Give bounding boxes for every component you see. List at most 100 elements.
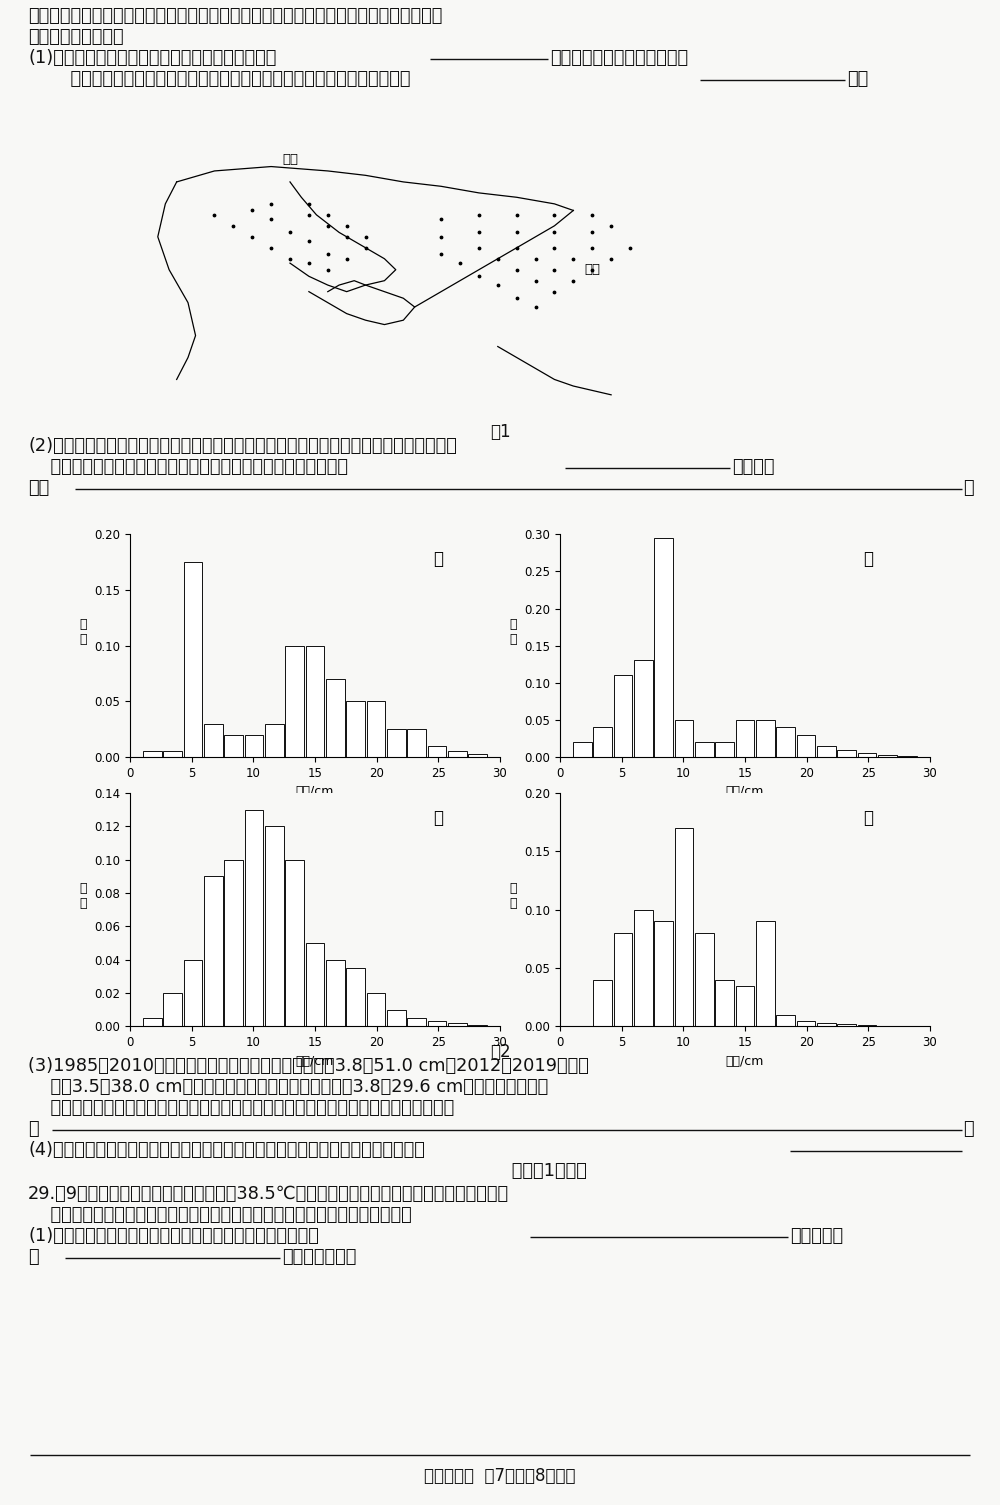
Bar — [878, 756, 897, 757]
Bar — [715, 742, 734, 757]
Bar — [776, 1014, 795, 1026]
Bar — [695, 933, 714, 1026]
X-axis label: 体长/cm: 体长/cm — [726, 786, 764, 798]
Bar — [797, 1020, 815, 1026]
Bar — [367, 993, 385, 1026]
Text: 有关，机体在发热过程中会发生一系列生理变化，如图所示。回答下列问题：: 有关，机体在发热过程中会发生一系列生理变化，如图所示。回答下列问题： — [28, 1206, 412, 1224]
Bar — [614, 933, 632, 1026]
Bar — [736, 719, 754, 757]
Text: 法。: 法。 — [847, 71, 868, 87]
Bar — [326, 960, 345, 1026]
Bar — [634, 661, 653, 757]
Text: 高眼鲽提供保护，研究人员在近海域设置底拖网对高眼鳛的种群结构和资源进行了相关调: 高眼鲽提供保护，研究人员在近海域设置底拖网对高眼鳛的种群结构和资源进行了相关调 — [28, 8, 442, 26]
Bar — [573, 742, 592, 757]
Bar — [285, 646, 304, 757]
Text: 运输至下丘脑。: 运输至下丘脑。 — [282, 1248, 356, 1266]
Bar — [736, 986, 754, 1026]
Bar — [245, 734, 263, 757]
Bar — [163, 993, 182, 1026]
Bar — [654, 921, 673, 1026]
Bar — [817, 1023, 836, 1026]
Text: 的近海设置不同底拖网调查取样点，如图１中的黑点所示，该取样方法为: 的近海设置不同底拖网调查取样点，如图１中的黑点所示，该取样方法为 — [48, 71, 411, 87]
Text: 化趋势与长期捕捞压力有关。从进化的角度分析，高眼鳛个体小型化对种群繁衍的优势: 化趋势与长期捕捞压力有关。从进化的角度分析，高眼鳛个体小型化对种群繁衍的优势 — [28, 1099, 454, 1117]
Text: 夏: 夏 — [863, 549, 873, 567]
Text: (4)为提高高眼鲽种群的环境容纳量，除了在其繁殖期禁渔外，还可以采取的措施有: (4)为提高高眼鲽种群的环境容纳量，除了在其繁殖期禁渔外，还可以采取的措施有 — [28, 1141, 425, 1159]
Text: 冬: 冬 — [863, 810, 873, 828]
Text: 图1: 图1 — [490, 423, 510, 441]
Bar — [184, 960, 202, 1026]
Bar — [204, 876, 223, 1026]
Bar — [837, 1023, 856, 1026]
Bar — [654, 537, 673, 757]
Bar — [593, 727, 612, 757]
Bar — [858, 754, 876, 757]
Bar — [387, 728, 406, 757]
Text: 据是: 据是 — [28, 479, 49, 497]
Bar — [346, 701, 365, 757]
Bar — [675, 828, 693, 1026]
Text: 渤海: 渤海 — [282, 154, 298, 167]
Bar — [428, 1022, 446, 1026]
Bar — [593, 980, 612, 1026]
Bar — [428, 746, 446, 757]
Bar — [143, 1017, 162, 1026]
Text: ，判断依: ，判断依 — [732, 458, 774, 476]
Text: （答出1点）。: （答出1点）。 — [28, 1162, 587, 1180]
Bar — [285, 859, 304, 1026]
Text: (1)高眼鲽有重要的经济价值，体现了生物多样性的: (1)高眼鲽有重要的经济价值，体现了生物多样性的 — [28, 50, 276, 68]
X-axis label: 体长/cm: 体长/cm — [296, 786, 334, 798]
Text: 。: 。 — [963, 1120, 974, 1138]
Bar — [407, 728, 426, 757]
Text: ，该物质通: ，该物质通 — [790, 1227, 843, 1245]
Text: 黄海: 黄海 — [584, 263, 600, 277]
Text: (1)病原体侵入人体后，影响下丘脑体温中枢调定点的物质是: (1)病原体侵入人体后，影响下丘脑体温中枢调定点的物质是 — [28, 1227, 319, 1245]
Bar — [265, 826, 284, 1026]
Bar — [614, 676, 632, 757]
Y-axis label: 频
率: 频 率 — [79, 617, 87, 646]
Bar — [306, 646, 324, 757]
Text: 。: 。 — [963, 479, 974, 497]
Text: 过: 过 — [28, 1248, 39, 1266]
Bar — [797, 734, 815, 757]
Text: 据为3.5～38.0 cm，现在采集的高眼鳛样品体长范围为3.8～29.6 cm，高眼鳛体型的变: 据为3.5～38.0 cm，现在采集的高眼鳛样品体长范围为3.8～29.6 cm… — [28, 1078, 548, 1096]
Y-axis label: 频
率: 频 率 — [79, 882, 87, 909]
Text: 春: 春 — [433, 549, 443, 567]
Bar — [634, 909, 653, 1026]
Bar — [326, 679, 345, 757]
Bar — [245, 810, 263, 1026]
Bar — [448, 751, 467, 757]
Text: 《高三生物  第7页（共8页）》: 《高三生物 第7页（共8页）》 — [424, 1467, 576, 1485]
Text: 查。回答下列问题：: 查。回答下列问题： — [28, 29, 124, 47]
Text: (2)研究人员于不同季节不同取样点捕捞高眼鲽，并记录不同体长高眼鳛的捕获频率数据，: (2)研究人员于不同季节不同取样点捕捞高眼鲽，并记录不同体长高眼鳛的捕获频率数据… — [28, 436, 457, 455]
Bar — [306, 944, 324, 1026]
Bar — [468, 754, 487, 757]
Text: (3)1985～2010年黄海中南部采集的高眼鲽体长范围为3.8～51.0 cm，2012～2019年的数: (3)1985～2010年黄海中南部采集的高眼鲽体长范围为3.8～51.0 cm… — [28, 1057, 589, 1075]
Text: 结果如图２所示。根据调查结果可知，高眼鲽的繁殖季节主要是: 结果如图２所示。根据调查结果可知，高眼鲽的繁殖季节主要是 — [28, 458, 348, 476]
Bar — [675, 719, 693, 757]
Bar — [695, 742, 714, 757]
Bar — [448, 1023, 467, 1026]
Bar — [367, 701, 385, 757]
Bar — [817, 746, 836, 757]
Bar — [143, 751, 162, 757]
Bar — [224, 859, 243, 1026]
Bar — [184, 561, 202, 757]
Bar — [224, 734, 243, 757]
Y-axis label: 频
率: 频 率 — [509, 617, 517, 646]
Bar — [163, 751, 182, 757]
Bar — [387, 1010, 406, 1026]
Bar — [468, 1025, 487, 1026]
Bar — [715, 980, 734, 1026]
Bar — [265, 724, 284, 757]
Bar — [407, 1017, 426, 1026]
Bar — [204, 724, 223, 757]
Text: 图2: 图2 — [490, 1043, 510, 1061]
Bar — [776, 727, 795, 757]
Text: 是: 是 — [28, 1120, 39, 1138]
Text: 价值。研究人员在渤海和黄海: 价值。研究人员在渤海和黄海 — [550, 50, 688, 68]
Bar — [756, 921, 775, 1026]
Bar — [837, 749, 856, 757]
X-axis label: 体长/cm: 体长/cm — [296, 1055, 334, 1067]
X-axis label: 体长/cm: 体长/cm — [726, 1055, 764, 1067]
Text: 29.（9分）病原体感染可造成机体发热至38.5℃以上，这与下丘脑体温调节中枢调定点受影响: 29.（9分）病原体感染可造成机体发热至38.5℃以上，这与下丘脑体温调节中枢调… — [28, 1184, 509, 1202]
